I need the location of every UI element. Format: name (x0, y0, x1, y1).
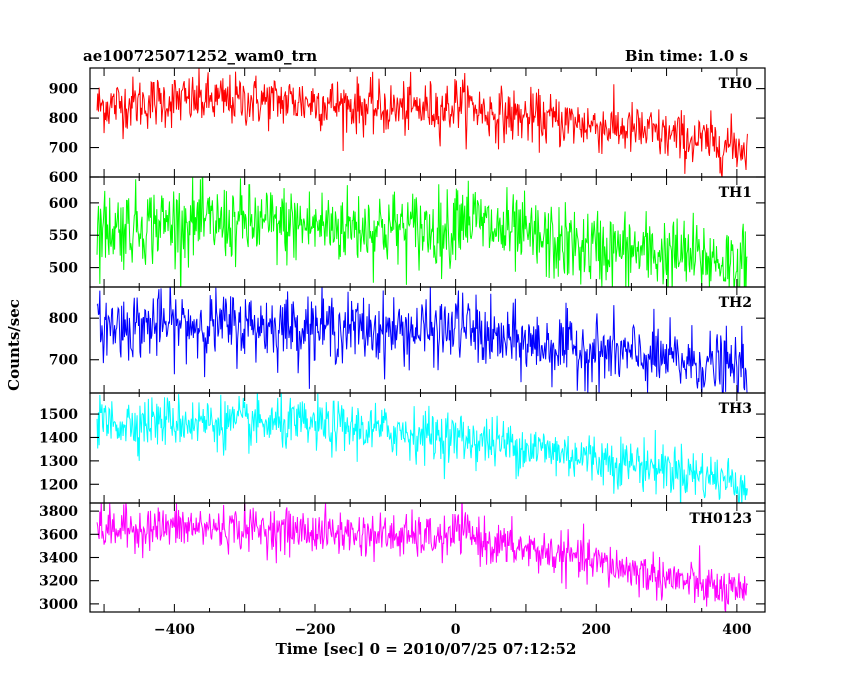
panel-label-th0: TH0 (719, 76, 753, 92)
panel-label-th2: TH2 (719, 295, 752, 311)
y-tick-label: 3400 (39, 551, 78, 567)
y-tick-label: 800 (49, 311, 78, 327)
x-axis-label: Time [sec] 0 = 2010/07/25 07:12:52 (276, 640, 577, 658)
y-tick-label: 3200 (39, 574, 78, 590)
y-tick-label: 3600 (39, 527, 78, 543)
x-tick-label: −400 (154, 622, 195, 638)
y-tick-label: 1200 (39, 477, 78, 493)
y-tick-label: 700 (49, 353, 78, 369)
panel-label-th0123: TH0123 (689, 511, 752, 527)
y-tick-label: 600 (49, 170, 78, 186)
series-line-th0 (96, 68, 748, 177)
series-line-th1 (96, 177, 748, 287)
panel-label-th1: TH1 (719, 185, 752, 201)
y-tick-label: 3000 (39, 597, 78, 613)
y-tick-label: 1300 (39, 454, 78, 470)
y-tick-label: 800 (49, 111, 78, 127)
y-tick-label: 1500 (39, 407, 78, 423)
y-axis-label: Counts/sec (5, 299, 23, 391)
x-tick-label: −200 (295, 622, 336, 638)
x-tick-label: 200 (582, 622, 611, 638)
panels: TH0 600 700 800 900 TH1 500 550 600 TH2 700 800 TH3 1… (39, 67, 766, 638)
y-tick-label: 1400 (39, 430, 78, 446)
x-tick-label: 0 (451, 622, 461, 638)
y-tick-label: 600 (49, 196, 78, 212)
y-tick-label: 900 (49, 82, 78, 98)
y-tick-label: 500 (49, 261, 78, 277)
y-tick-label: 3800 (39, 504, 78, 520)
y-tick-label: 550 (49, 228, 78, 244)
panel-frame-th2 (89, 286, 766, 394)
series-line-th3 (96, 393, 748, 503)
series-line-th0123 (96, 503, 748, 612)
bin-time-label: Bin time: 1.0 s (625, 47, 748, 65)
panel-label-th3: TH3 (719, 401, 752, 417)
series-line-th2 (96, 287, 748, 393)
chart-title: ae100725071252_wam0_trn (83, 47, 317, 65)
y-tick-label: 700 (49, 141, 78, 157)
x-tick-label: 400 (722, 622, 751, 638)
